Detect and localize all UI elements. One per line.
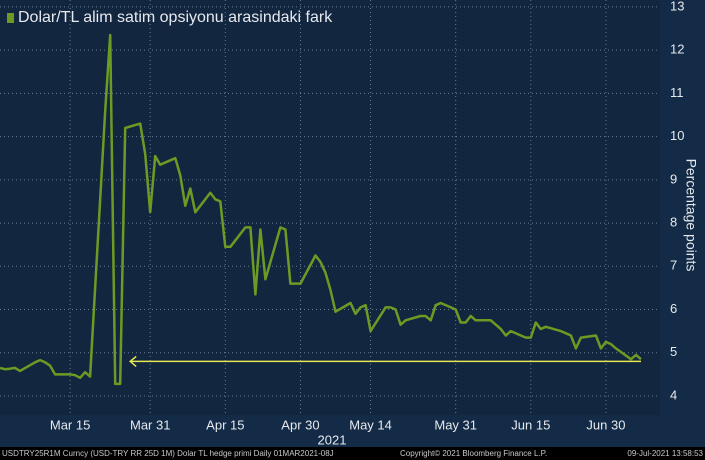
y-tick-label: 8: [670, 215, 677, 230]
x-tick-label: May 31: [434, 417, 477, 432]
y-tick-label: 12: [670, 42, 684, 57]
x-tick-label: Jun 15: [511, 417, 550, 432]
y-tick-label: 11: [670, 85, 684, 100]
x-year-label: 2021: [318, 432, 347, 447]
y-axis-label: Percentage points: [683, 159, 699, 272]
legend-swatch: [7, 13, 14, 23]
x-tick-label: Jun 30: [586, 417, 625, 432]
y-tick-label: 5: [670, 344, 677, 359]
x-tick-label: May 14: [349, 417, 392, 432]
line-series: [0, 33, 642, 386]
footer-timestamp: 09-Jul-2021 13:58:53: [627, 449, 703, 458]
x-tick-label: Apr 30: [281, 417, 319, 432]
footer-source: USDTRY25R1M Curncy (USD-TRY RR 25D 1M) D…: [2, 449, 334, 458]
x-tick-label: Mar 15: [50, 417, 90, 432]
y-tick-label: 13: [670, 0, 684, 13]
y-tick-label: 9: [670, 171, 677, 186]
arrow-head: [129, 355, 137, 367]
x-tick-label: Mar 31: [130, 417, 170, 432]
legend-label: Dolar/TL alim satim opsiyonu arasindaki …: [18, 9, 333, 26]
footer-copyright: Copyright© 2021 Bloomberg Finance L.P.: [400, 449, 547, 458]
y-tick-label: 10: [670, 128, 684, 143]
y-tick-label: 7: [670, 258, 677, 273]
y-tick-label: 4: [670, 387, 677, 402]
y-tick-label: 6: [670, 301, 677, 316]
x-tick-label: Apr 15: [206, 417, 244, 432]
